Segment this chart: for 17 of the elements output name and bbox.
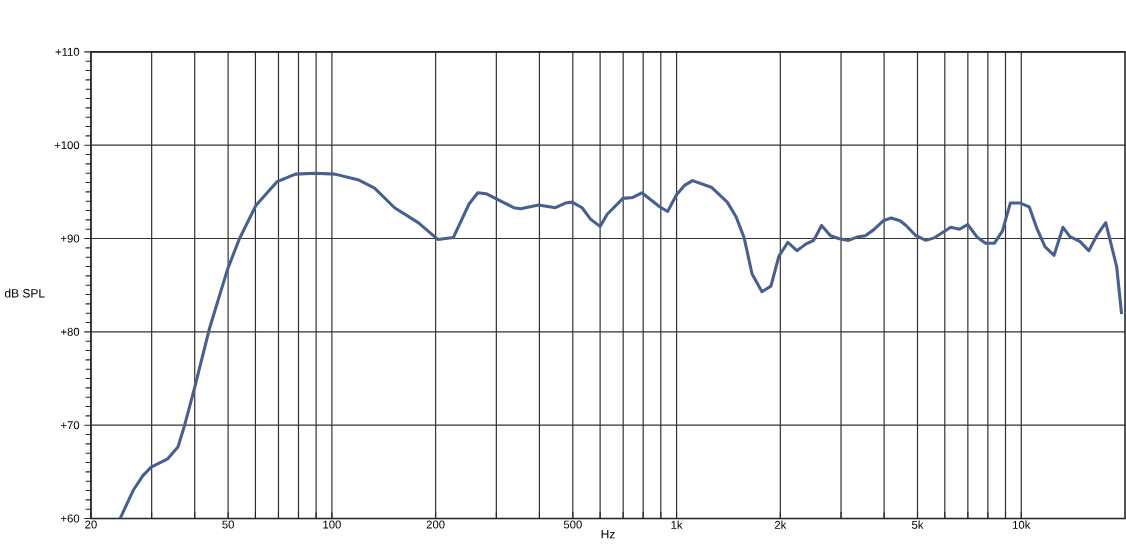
- x-axis-title: Hz: [601, 529, 615, 539]
- y-axis-title: dB SPL: [4, 288, 45, 298]
- y-tick-label: +90: [61, 234, 80, 243]
- x-tick-label: 5k: [912, 520, 924, 529]
- x-tick-label: 20: [85, 520, 97, 529]
- y-tick-label: +70: [61, 421, 80, 429]
- y-tick-label: +60: [61, 514, 80, 523]
- y-tick-label: +100: [54, 140, 80, 149]
- x-tick-label: 500: [563, 520, 582, 529]
- x-tick-label: 1k: [671, 520, 683, 529]
- x-tick-label: 100: [323, 520, 341, 529]
- x-tick-label: 50: [222, 520, 234, 529]
- x-tick-label: 200: [426, 520, 445, 529]
- x-tick-label: 2k: [774, 520, 787, 529]
- y-tick-label: +80: [61, 327, 80, 336]
- y-tick-label: +110: [55, 47, 80, 56]
- x-tick-label: 10k: [1013, 520, 1031, 529]
